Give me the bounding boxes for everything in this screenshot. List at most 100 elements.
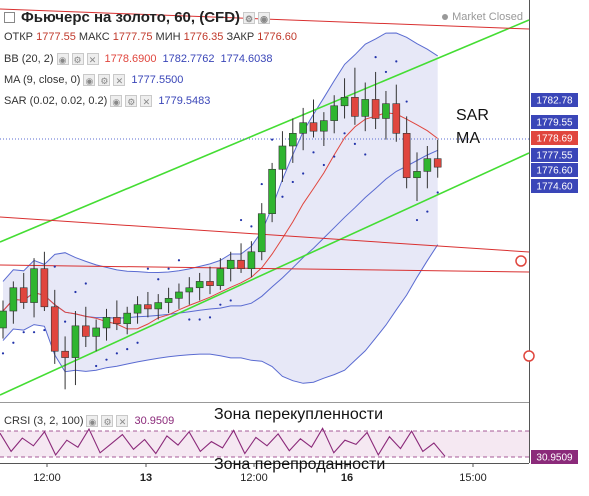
ma-value: 1777.5500	[131, 74, 184, 86]
candle-body	[257, 213, 266, 253]
candle-body	[320, 120, 328, 132]
bb-remove-icon[interactable]: ✕	[86, 53, 99, 65]
bb-legend[interactable]: BB (20, 2) ◉ ⚙ ✕ 1778.6900 1782.7762 177…	[4, 53, 273, 65]
time-axis-label: 16	[341, 472, 353, 484]
candle-body	[351, 97, 359, 117]
candle-body	[71, 325, 80, 358]
candle-body	[9, 287, 18, 312]
sar-dot	[219, 303, 222, 306]
low-label: МИН	[155, 31, 181, 43]
chart-title-row: Фьючерс на золото, 60, (CFD) ⚙ ◉	[4, 9, 271, 26]
sar-dot	[374, 56, 377, 59]
sar-dot	[188, 318, 191, 321]
rsi-legend[interactable]: CRSI (3, 2, 100) ◉ ⚙ ✕ 30.9509	[4, 415, 174, 427]
close-label: ЗАКР	[226, 31, 255, 43]
rsi-settings-icon[interactable]: ⚙	[101, 415, 114, 427]
candle-body	[123, 312, 131, 325]
chart-title: Фьючерс на золото, 60, (CFD)	[21, 9, 241, 26]
candle-body	[185, 287, 194, 293]
oversold-zone-label: Зона перепроданности	[214, 456, 386, 473]
green-channel-lower	[0, 152, 530, 396]
high-value: 1777.75	[112, 31, 153, 43]
sar-dot	[281, 195, 284, 198]
sar-dot	[53, 265, 56, 268]
candle-body	[299, 122, 307, 134]
price-tag-label: 1782.78	[536, 96, 573, 107]
sar-dot	[1, 352, 5, 355]
high-label: МАКС	[78, 31, 110, 43]
sar-dot	[239, 218, 243, 222]
sar-dot	[22, 331, 25, 334]
ma-settings-icon[interactable]: ⚙	[98, 74, 111, 86]
collapse-legend-button[interactable]	[4, 12, 15, 23]
bb-visibility-icon[interactable]: ◉	[56, 53, 69, 65]
candle-body	[40, 268, 49, 308]
candle-body	[382, 103, 390, 119]
price-tag-label: 1774.60	[536, 182, 573, 193]
sar-dot	[64, 320, 67, 323]
ohlc-row: ОТКР 1777.55 МАКС 1777.75 МИН 1776.35 ЗА…	[4, 31, 297, 43]
candle-body	[371, 99, 380, 119]
status-dot-icon	[442, 14, 449, 21]
sar-dot	[395, 60, 398, 63]
sar-dot	[312, 151, 315, 154]
ma-visibility-icon[interactable]: ◉	[83, 74, 96, 86]
settings-icon[interactable]: ⚙	[243, 11, 256, 24]
sar-label: SAR (0.02, 0.02, 0.2)	[4, 95, 108, 107]
candle-body	[288, 132, 297, 147]
sar-dot	[198, 318, 201, 321]
candle-body	[19, 287, 28, 303]
sar-annotation: SAR	[456, 107, 489, 124]
candle-body	[413, 171, 421, 179]
sar-dot	[353, 142, 356, 145]
candle-body	[113, 317, 121, 325]
ma-annotation: MA	[456, 130, 480, 147]
rsi-tag-bg	[531, 450, 578, 464]
candle-body	[61, 350, 69, 358]
candle-body	[226, 259, 235, 270]
market-status-text: Market Closed	[452, 11, 523, 23]
candle-body	[392, 103, 401, 134]
sar-dot	[405, 100, 408, 103]
bb-lower-value: 1774.6038	[220, 53, 273, 65]
sar-dot	[271, 138, 274, 141]
bb-settings-icon[interactable]: ⚙	[71, 53, 84, 65]
time-axis-label: 12:00	[33, 472, 61, 484]
sar-dot	[12, 341, 15, 344]
sar-legend[interactable]: SAR (0.02, 0.02, 0.2) ◉ ⚙ ✕ 1779.5483	[4, 95, 210, 107]
ma-legend[interactable]: MA (9, close, 0) ◉ ⚙ ✕ 1777.5500	[4, 74, 183, 86]
open-value: 1777.55	[36, 31, 76, 43]
low-value: 1776.35	[183, 31, 224, 43]
sar-dot	[250, 225, 253, 228]
price-tag-bg	[531, 163, 578, 177]
ma-remove-icon[interactable]: ✕	[113, 74, 126, 86]
sar-dot	[84, 282, 87, 285]
candle-body	[423, 158, 432, 172]
rsi-remove-icon[interactable]: ✕	[116, 415, 129, 427]
candle-body	[82, 325, 90, 337]
sar-dot	[322, 163, 325, 167]
sar-dot	[229, 299, 232, 302]
sar-visibility-icon[interactable]: ◉	[110, 95, 123, 107]
candle-body	[154, 302, 163, 310]
sar-dot	[177, 259, 181, 262]
sar-remove-icon[interactable]: ✕	[140, 95, 153, 107]
sar-dot	[415, 218, 419, 222]
alert-marker-icon	[515, 255, 527, 267]
visibility-icon[interactable]: ◉	[258, 11, 271, 24]
candle-body	[361, 99, 370, 117]
sar-dot	[32, 331, 36, 334]
sar-dot	[291, 180, 294, 184]
rsi-label: CRSI (3, 2, 100)	[4, 415, 84, 427]
candle-body	[433, 158, 442, 168]
candle-body	[133, 304, 142, 314]
candle-body	[278, 145, 287, 170]
sar-settings-icon[interactable]: ⚙	[125, 95, 138, 107]
candle-body	[340, 97, 349, 107]
candle-body	[30, 268, 38, 303]
rsi-visibility-icon[interactable]: ◉	[86, 415, 99, 427]
alert-marker-icon	[523, 350, 535, 362]
rsi-tag-label: 30.9509	[536, 453, 573, 464]
bollinger-band-fill	[3, 33, 438, 384]
